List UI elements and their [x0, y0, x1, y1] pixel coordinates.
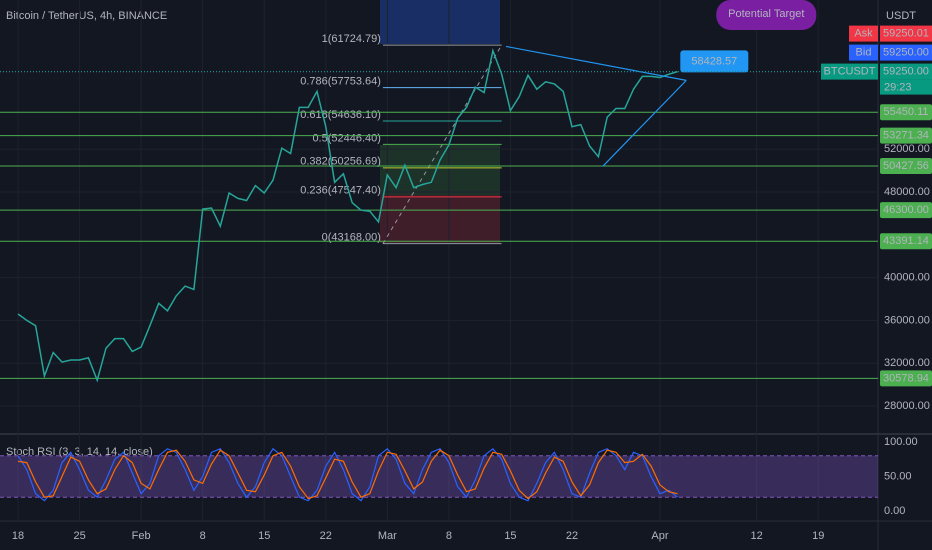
price-tag-name	[849, 44, 878, 61]
y-tick-label: 100.00	[884, 436, 918, 448]
level-tag	[880, 157, 932, 174]
level-tag	[880, 127, 932, 144]
price-tag	[880, 63, 932, 80]
target-label: 58428.57	[691, 55, 737, 67]
trend-line	[602, 79, 687, 167]
countdown: 29:23	[884, 81, 912, 93]
price-tag	[880, 25, 932, 42]
fib-label: 0.786(57753.64)	[300, 76, 381, 88]
x-tick-label: 12	[751, 530, 763, 542]
series-line	[17, 449, 678, 500]
x-tick-label: Feb	[132, 530, 151, 542]
x-tick-label: 18	[12, 530, 24, 542]
position-profit-zone	[380, 145, 500, 195]
price-tag-label: 59250.00	[883, 46, 929, 58]
target-callout	[680, 50, 749, 73]
y-tick-label: 28000.00	[884, 400, 930, 412]
note-bubble	[716, 0, 817, 30]
chart-title: Bitcoin / TetherUS, 4h, BINANCE	[6, 10, 167, 22]
price-tag-label: 59250.01	[883, 27, 929, 39]
series-line	[17, 48, 678, 383]
x-tick-label: 15	[504, 530, 516, 542]
x-tick-label: 8	[200, 530, 206, 542]
level-label: 30578.94	[883, 372, 929, 384]
price-tag-name	[821, 63, 878, 80]
price-tag-name	[849, 25, 878, 42]
price-tag-name-label: Bid	[856, 46, 872, 58]
y-tick-label: 50.00	[884, 470, 912, 482]
series-line	[17, 447, 678, 502]
y-tick-label: 52000.00	[884, 143, 930, 155]
level-label: 50427.56	[883, 160, 929, 172]
x-tick-label: 15	[258, 530, 270, 542]
level-tag	[880, 370, 932, 387]
band-fill	[0, 455, 878, 498]
y-tick-label: 0.00	[884, 505, 905, 517]
price-tag-label: 59250.00	[883, 65, 929, 77]
fib-label: 0.382(50256.69)	[300, 156, 381, 168]
level-label: 55450.11	[883, 106, 928, 118]
level-tag	[880, 202, 932, 219]
x-tick-label: 25	[73, 530, 85, 542]
x-tick-label: 19	[812, 530, 824, 542]
position-loss-zone	[380, 195, 500, 243]
level-tag	[880, 104, 932, 121]
x-tick-label: 22	[566, 530, 578, 542]
y-tick-label: 36000.00	[884, 314, 930, 326]
y-tick-label: 40000.00	[884, 271, 930, 283]
price-tag-name-label: Ask	[854, 27, 873, 39]
fib-label: 0.5(52446.40)	[312, 132, 381, 144]
countdown-box	[880, 79, 932, 95]
position-target-zone	[380, 0, 500, 44]
fib-label: 1(61724.79)	[322, 33, 381, 45]
y-tick-label: 48000.00	[884, 186, 930, 198]
price-tag	[880, 44, 932, 61]
fib-label: 0.236(47547.40)	[300, 185, 381, 197]
x-tick-label: Mar	[378, 530, 397, 542]
level-label: 53271.34	[883, 129, 929, 141]
x-tick-label: 8	[446, 530, 452, 542]
x-tick-label: Apr	[651, 530, 668, 542]
fib-label: 0.618(54636.10)	[300, 109, 381, 121]
level-label: 43391.14	[883, 235, 929, 247]
currency: USDT	[886, 10, 916, 22]
fib-label: 0(43168.00)	[322, 232, 381, 244]
y-tick-label: 32000.00	[884, 357, 930, 369]
level-label: 46300.00	[883, 204, 929, 216]
level-tag	[880, 233, 932, 250]
note-text: Potential Target	[728, 8, 804, 20]
price-tag-name-label: BTCUSDT	[824, 65, 876, 77]
x-tick-label: 22	[320, 530, 332, 542]
trend-line	[505, 45, 687, 81]
